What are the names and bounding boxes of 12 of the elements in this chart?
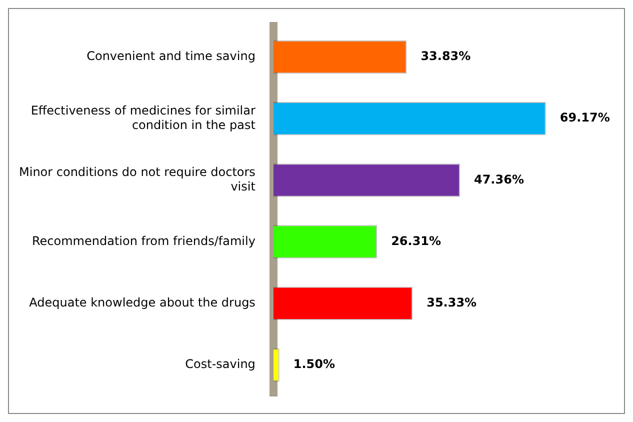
data-label: 35.33% <box>426 296 477 310</box>
data-label: 69.17% <box>560 110 610 125</box>
y-tick-label: Convenient and time saving <box>86 49 256 64</box>
data-label: 1.50% <box>293 357 335 372</box>
y-tick-label: Recommendation from friends/family <box>32 234 256 248</box>
data-label: 26.31% <box>391 234 442 248</box>
y-tick-label: Adequate knowledge about the drugs <box>29 296 256 310</box>
y-tick-label: Effectiveness of medicines for similar condition in the past <box>30 104 256 132</box>
y-tick-label: Minor conditions do not require doctors visit <box>19 165 256 194</box>
data-label: 47.36% <box>474 172 524 186</box>
data-label: 33.83% <box>420 49 471 64</box>
y-tick-label: Cost-saving <box>185 357 256 372</box>
